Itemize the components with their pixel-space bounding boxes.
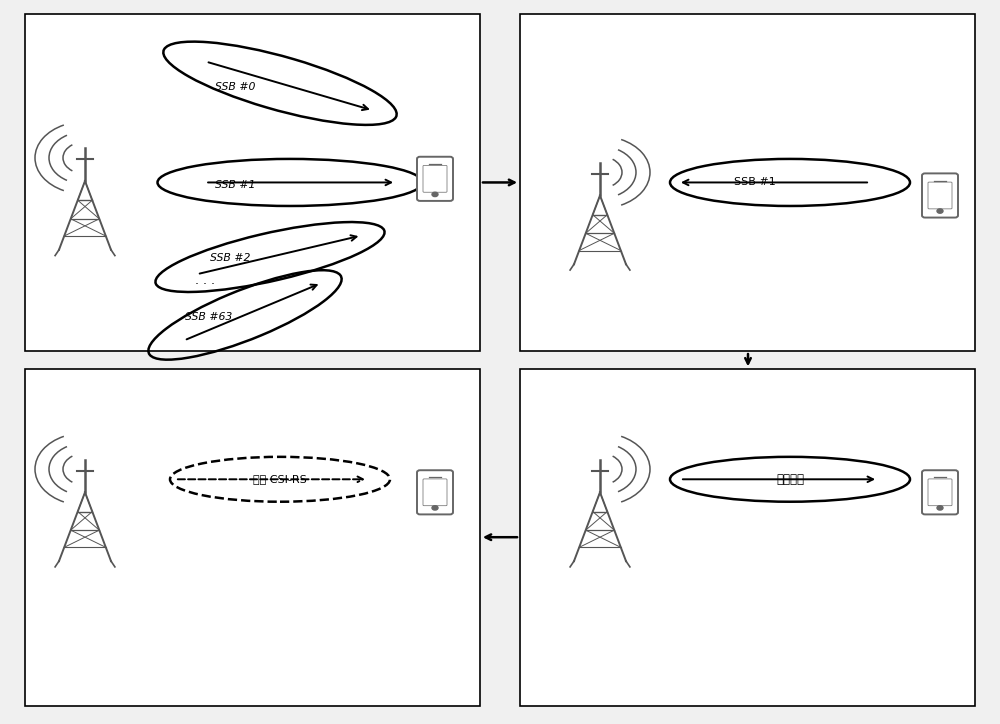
Text: SSB #63: SSB #63 [185, 312, 232, 322]
Text: SSB #0: SSB #0 [215, 82, 255, 92]
Bar [25, 14, 480, 351]
FancyBboxPatch shape [922, 471, 958, 514]
Circle shape [937, 209, 943, 213]
Text: · · ·: · · · [195, 278, 215, 291]
Circle shape [432, 192, 438, 197]
FancyBboxPatch shape [928, 182, 952, 209]
Text: 业务信息: 业务信息 [776, 473, 804, 486]
Text: SSB #1: SSB #1 [215, 180, 255, 190]
FancyBboxPatch shape [417, 157, 453, 201]
Bar [520, 369, 975, 706]
FancyBboxPatch shape [928, 479, 952, 505]
Circle shape [432, 505, 438, 510]
Bar [520, 14, 975, 351]
Circle shape [937, 505, 943, 510]
FancyBboxPatch shape [423, 479, 447, 505]
Text: 目标 CSI-RS: 目标 CSI-RS [253, 474, 307, 484]
Text: SSB #1: SSB #1 [734, 177, 776, 188]
FancyBboxPatch shape [922, 174, 958, 218]
Bar [25, 369, 480, 706]
FancyBboxPatch shape [423, 166, 447, 192]
Text: SSB #2: SSB #2 [210, 253, 250, 264]
FancyBboxPatch shape [417, 471, 453, 514]
